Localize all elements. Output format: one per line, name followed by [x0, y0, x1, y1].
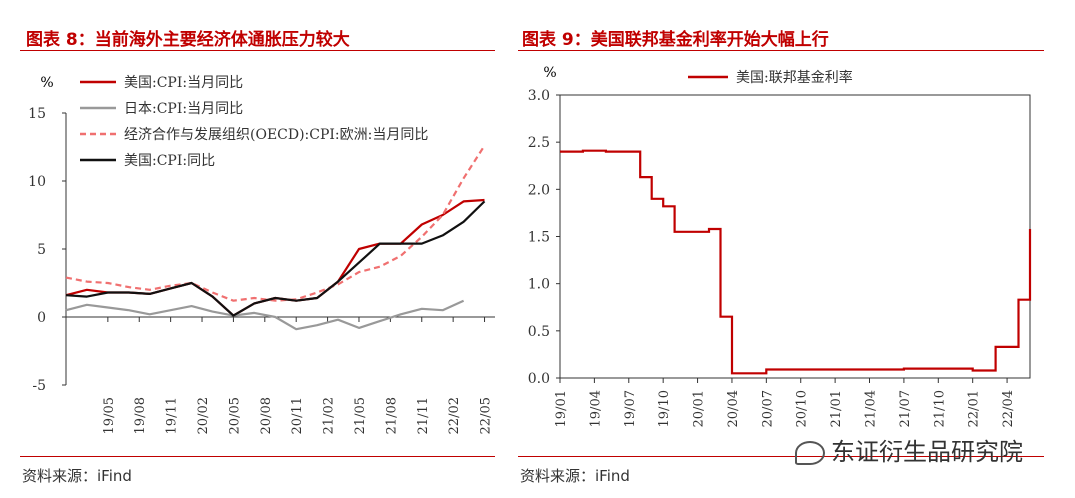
- x-tick-label: 19/10: [657, 390, 672, 427]
- x-tick-label: 21/01: [829, 390, 844, 427]
- y-tick-label: 15: [28, 106, 46, 122]
- x-tick-label: 19/01: [554, 390, 569, 427]
- x-tick-label: 20/04: [726, 390, 741, 427]
- x-tick-label: 19/05: [102, 397, 117, 434]
- x-tick-label: 21/05: [353, 397, 368, 434]
- legend-label-2: 经济合作与发展组织(OECD):CPI:欧洲:当月同比: [124, 127, 428, 143]
- plot-frame: [559, 94, 1031, 379]
- right-source-note: 资料来源：iFind: [520, 467, 630, 485]
- left-source-note: 资料来源：iFind: [22, 467, 132, 485]
- x-tick-label: 19/04: [588, 390, 603, 427]
- x-tick-label: 22/05: [479, 397, 494, 434]
- watermark: 东证衍生品研究院: [795, 432, 1023, 467]
- x-tick-label: 21/10: [932, 390, 947, 427]
- legend-label-0: 美国:联邦基金利率: [736, 69, 853, 86]
- left-inflation-chart: % -5 0 5 10 15 19/05 19/08 19/11 20/02 20/05 20/08 2…: [28, 75, 495, 434]
- y-tick-label: 0: [37, 310, 46, 326]
- left-footer-rule: [20, 456, 495, 457]
- series-line-1: [65, 299, 465, 331]
- watermark-text: 东证衍生品研究院: [831, 438, 1023, 466]
- y-tick-label: 2.5: [528, 135, 550, 151]
- x-tick-label: 21/08: [384, 397, 399, 434]
- y-tick-label: 10: [28, 174, 46, 190]
- x-tick-label: 20/07: [760, 390, 775, 427]
- x-tick-label: 20/01: [692, 390, 707, 427]
- series-line-2: [65, 145, 486, 302]
- left-figure-title: 图表 8：当前海外主要经济体通胀压力较大: [26, 30, 350, 50]
- x-tick-label: 20/08: [259, 397, 274, 434]
- x-tick-label: 21/07: [898, 390, 913, 427]
- y-tick-label: 3.0: [528, 88, 550, 104]
- x-tick-label: 22/02: [447, 397, 462, 434]
- y-tick-label: -5: [32, 378, 46, 394]
- x-tick-label: 21/02: [322, 397, 337, 434]
- right-figure-title: 图表 9：美国联邦基金利率开始大幅上行: [522, 30, 829, 50]
- y-unit-label: %: [40, 75, 53, 91]
- y-tick-label: 0.5: [528, 324, 550, 340]
- legend-label-1: 日本:CPI:当月同比: [124, 101, 243, 117]
- x-tick-label: 22/04: [1001, 390, 1016, 427]
- x-tick-label: 20/10: [795, 390, 810, 427]
- x-tick-label: 20/05: [227, 397, 242, 434]
- y-tick-label: 1.5: [528, 230, 550, 246]
- x-tick-label: 21/04: [864, 390, 879, 427]
- y-unit-label: %: [543, 65, 556, 81]
- y-tick-label: 1.0: [528, 277, 550, 293]
- x-tick-label: 20/02: [196, 397, 211, 434]
- x-tick-label: 21/11: [416, 397, 431, 434]
- x-tick-label: 19/08: [133, 397, 148, 434]
- x-tick-label: 20/11: [290, 397, 305, 434]
- x-tick-label: 22/01: [967, 390, 982, 427]
- y-tick-label: 5: [37, 242, 46, 258]
- y-tick-label: 2.0: [528, 182, 550, 198]
- right-footer-rule: [518, 456, 1044, 457]
- series-line-fed-funds: [560, 149, 1032, 375]
- right-fed-funds-chart: % 0.0 0.5 1.0 1.5 2.0 2.5 3.0 19/01 19/04 19/07 19/…: [528, 65, 1032, 427]
- legend-label-3: 美国:CPI:同比: [124, 153, 215, 169]
- series-line-3: [65, 200, 486, 317]
- wechat-icon: [795, 441, 825, 465]
- y-tick-label: 0.0: [528, 371, 550, 387]
- x-tick-label: 19/07: [623, 390, 638, 427]
- left-title-rule: [20, 50, 495, 51]
- right-title-rule: [518, 50, 1044, 51]
- legend-label-0: 美国:CPI:当月同比: [124, 75, 243, 91]
- x-tick-label: 19/11: [165, 397, 180, 434]
